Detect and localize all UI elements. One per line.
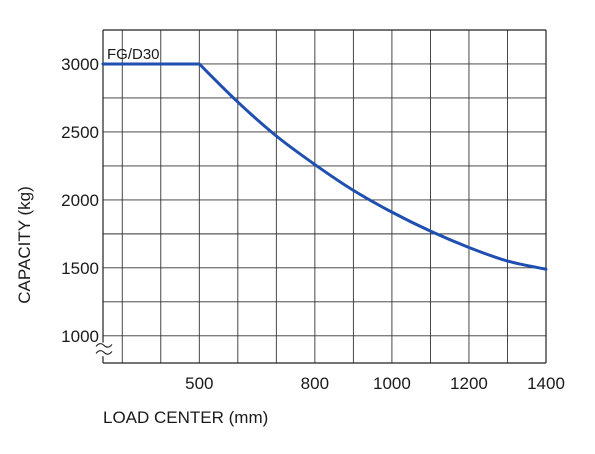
x-tick-labels: 500 800 1000 1200 1400 <box>185 374 565 393</box>
y-tick-label: 3000 <box>61 55 99 74</box>
x-tick-label: 800 <box>301 374 329 393</box>
grid <box>103 30 546 363</box>
y-tick-labels: 1000 1500 2000 2500 3000 <box>61 55 99 346</box>
series-label: FG/D30 <box>107 46 160 63</box>
x-axis-title: LOAD CENTER (mm) <box>103 408 268 427</box>
series-layer <box>101 62 548 271</box>
x-tick-label: 1000 <box>373 374 411 393</box>
y-axis-title: CAPACITY (kg) <box>15 186 34 303</box>
x-tick-label: 1200 <box>450 374 488 393</box>
x-tick-label: 1400 <box>527 374 565 393</box>
axis-break-mark <box>95 343 113 348</box>
x-tick-label: 500 <box>185 374 213 393</box>
y-tick-label: 1500 <box>61 259 99 278</box>
y-tick-label: 1000 <box>61 327 99 346</box>
plot-frame <box>102 29 547 364</box>
axis-break-mark <box>95 350 113 355</box>
y-tick-label: 2500 <box>61 123 99 142</box>
axis-break-icon <box>95 343 113 355</box>
series-line-0 <box>101 62 548 271</box>
y-tick-label: 2000 <box>61 191 99 210</box>
